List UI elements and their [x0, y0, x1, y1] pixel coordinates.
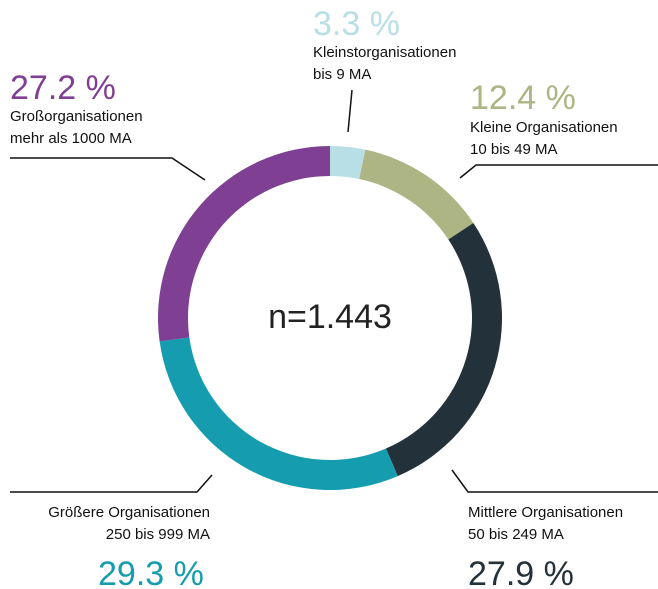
value-label: 12.4 %: [470, 79, 576, 117]
value-label: 27.9 %: [468, 555, 574, 589]
value-label: 29.3 %: [98, 555, 204, 589]
leader-line: [459, 164, 658, 179]
value-label: 3.3 %: [313, 5, 400, 43]
leader-line: [451, 469, 658, 493]
donut-segment: [159, 337, 398, 490]
category-label: Kleinstorganisationen bis 9 MA: [313, 44, 457, 83]
donut-segment: [330, 146, 366, 180]
leader-line: [347, 89, 353, 133]
category-label: Kleine Organisationen 10 bis 49 MA: [470, 119, 618, 158]
donut-segment: [158, 146, 330, 342]
value-label: 27.2 %: [10, 69, 116, 107]
category-label: Mittlere Organisationen 50 bis 249 MA: [468, 504, 624, 543]
leader-line: [10, 474, 213, 493]
donut-segment: [359, 149, 474, 240]
category-label: Größere Organisationen 250 bis 999 MA: [48, 504, 210, 543]
leader-line: [10, 157, 206, 181]
donut-segment: [385, 222, 503, 477]
center-label: n=1.443: [268, 298, 392, 336]
category-label: Großorganisationen mehr als 1000 MA: [10, 108, 143, 147]
